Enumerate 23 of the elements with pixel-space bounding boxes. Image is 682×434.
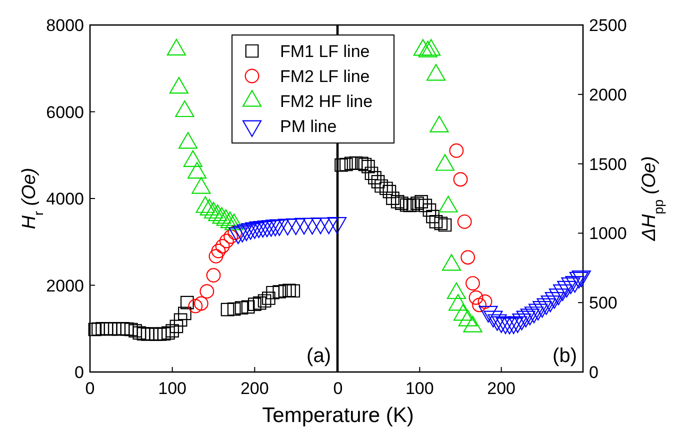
legend-label: PM line <box>280 117 337 136</box>
y-tick-label: 0 <box>74 363 84 382</box>
y-tick-label: 8000 <box>46 16 84 35</box>
y2-tick-label: 500 <box>589 294 618 313</box>
x-tick-label: 200 <box>487 379 516 398</box>
y-tick-label: 4000 <box>46 190 84 208</box>
x-axis-title: Temperature (K) <box>262 404 414 427</box>
y2-tick-label: 0 <box>589 363 598 382</box>
y2-tick-label: 1500 <box>589 154 627 174</box>
x-tick-label: 100 <box>405 379 434 398</box>
y-tick-label: 6000 <box>46 102 84 122</box>
y2-tick-label: 1000 <box>589 224 627 244</box>
y-tick-label: 2000 <box>46 276 84 296</box>
annotation: (b) <box>552 345 577 367</box>
x-tick-label: 100 <box>158 379 187 398</box>
x-tick-label: 0 <box>333 379 343 398</box>
y2-tick-label: 2000 <box>589 85 627 104</box>
legend-label: FM1 LF line <box>280 42 370 61</box>
legend-label: FM2 LF line <box>280 67 370 86</box>
x-tick-label: 200 <box>240 379 269 398</box>
y2-tick-label: 2500 <box>589 16 627 35</box>
legend-label: FM2 HF line <box>280 92 373 111</box>
annotation: (a) <box>306 345 331 367</box>
